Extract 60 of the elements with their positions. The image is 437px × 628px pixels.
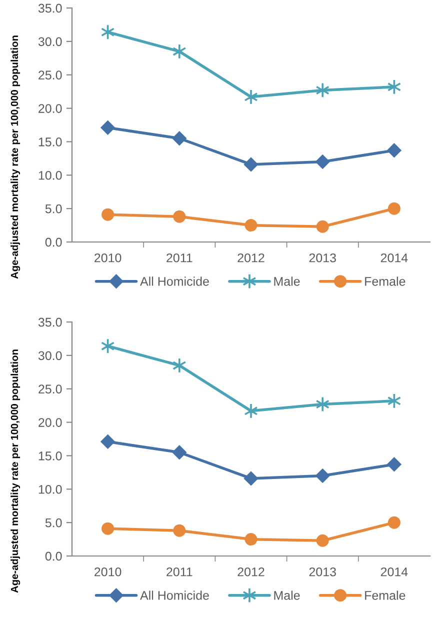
point (316, 468, 330, 483)
point (244, 219, 258, 232)
y-tick-label: 30.0 (38, 37, 62, 46)
legend-label: Male (274, 276, 300, 286)
y-tick-label: 20.0 (38, 104, 62, 113)
point (388, 202, 400, 215)
x-tick-label: 2011 (166, 253, 192, 262)
point (244, 533, 258, 546)
point (316, 154, 330, 169)
y-tick-label: 15.0 (38, 138, 62, 146)
y-tick-label: 30.0 (38, 351, 62, 360)
y-axis-title: Age-adjusted mortality rate per 100,000 population (10, 36, 20, 279)
legend-label: Male (274, 590, 300, 600)
point (244, 157, 258, 172)
y-tick-label: 25.0 (38, 384, 62, 394)
point (244, 471, 258, 486)
y-tick-label: 10.0 (38, 170, 62, 180)
x-tick-label: 2011 (166, 567, 192, 576)
point (172, 445, 186, 460)
point (316, 220, 329, 233)
point (388, 516, 400, 529)
y-tick-label: 5.0 (45, 518, 62, 528)
point (100, 120, 115, 135)
point (172, 131, 186, 146)
y-tick-label: 0.0 (45, 552, 62, 561)
legend-label: Female (365, 276, 406, 286)
x-tick-label: 2013 (309, 253, 336, 262)
y-tick-label: 35.0 (38, 4, 62, 13)
point (387, 143, 402, 158)
y-tick-label: 20.0 (38, 418, 62, 427)
x-tick-label: 2012 (238, 253, 264, 262)
x-tick-label: 2010 (94, 253, 122, 262)
point (172, 358, 186, 374)
legend-label: All Homicide (140, 590, 209, 600)
y-axis-title: Age-adjusted mortality rate per 100,000 population (10, 350, 20, 593)
point (387, 457, 402, 472)
point (173, 210, 186, 223)
x-tick-label: 2014 (380, 567, 408, 576)
point (173, 524, 186, 537)
y-tick-label: 15.0 (38, 452, 62, 460)
point (102, 522, 114, 535)
point (316, 396, 330, 412)
y-tick-label: 25.0 (38, 70, 62, 80)
point (100, 434, 115, 449)
point (244, 403, 258, 419)
x-tick-label: 2013 (309, 567, 336, 576)
point (316, 82, 330, 98)
point (244, 89, 258, 105)
y-tick-label: 10.0 (38, 484, 62, 494)
y-tick-label: 35.0 (38, 318, 62, 327)
y-tick-label: 0.0 (45, 238, 62, 247)
point (172, 44, 186, 60)
legend-label: All Homicide (140, 276, 209, 286)
legend-label: Female (365, 590, 406, 600)
x-tick-label: 2014 (380, 253, 408, 262)
point (102, 208, 114, 221)
y-tick-label: 5.0 (45, 204, 62, 214)
point (316, 534, 329, 547)
x-tick-label: 2012 (238, 567, 264, 576)
x-tick-label: 2010 (94, 567, 122, 576)
